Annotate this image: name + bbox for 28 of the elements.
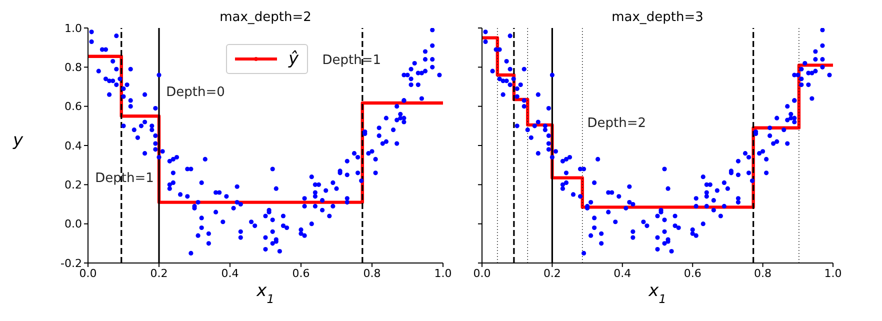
x-axis-title: x$_{1}$ <box>648 281 666 306</box>
y-axis-title: y <box>12 130 24 150</box>
chart-title: max_depth=3 <box>610 10 704 25</box>
x-tick-label: 0.8 <box>754 266 772 280</box>
y-tick-label: 0.8 <box>64 61 82 74</box>
x-tick-label: 0.4 <box>221 266 239 280</box>
x-tick-label: 0.0 <box>79 266 97 280</box>
chart-title: max_depth=2 <box>218 10 312 25</box>
x-tick-label: 0.8 <box>363 266 381 280</box>
annotation: Depth=0 <box>166 84 225 100</box>
y-tick-label: 0.6 <box>64 100 82 114</box>
y-tick-label: -0.2 <box>60 256 82 270</box>
x-tick-label: 0.4 <box>614 266 632 280</box>
y-tick-label: 0.4 <box>64 139 82 152</box>
annotation: Depth=1 <box>322 53 382 68</box>
x-tick-label: 0.2 <box>150 266 168 280</box>
x-tick-label: 0.0 <box>473 266 491 280</box>
y-tick-label: 1.0 <box>64 22 82 35</box>
x-tick-label: 0.6 <box>684 266 702 280</box>
legend-label: ŷ <box>288 49 299 69</box>
y-tick-label: 0.0 <box>64 218 82 231</box>
x-tick-label: 0.2 <box>543 266 561 280</box>
x-tick-label: 1.0 <box>434 266 452 280</box>
annotation: Depth=2 <box>587 116 646 131</box>
x-axis-title: x$_{1}$ <box>256 281 274 306</box>
x-tick-label: 1.0 <box>824 266 842 280</box>
y-tick-label: 0.2 <box>64 178 82 192</box>
x-tick-label: 0.6 <box>292 266 310 280</box>
